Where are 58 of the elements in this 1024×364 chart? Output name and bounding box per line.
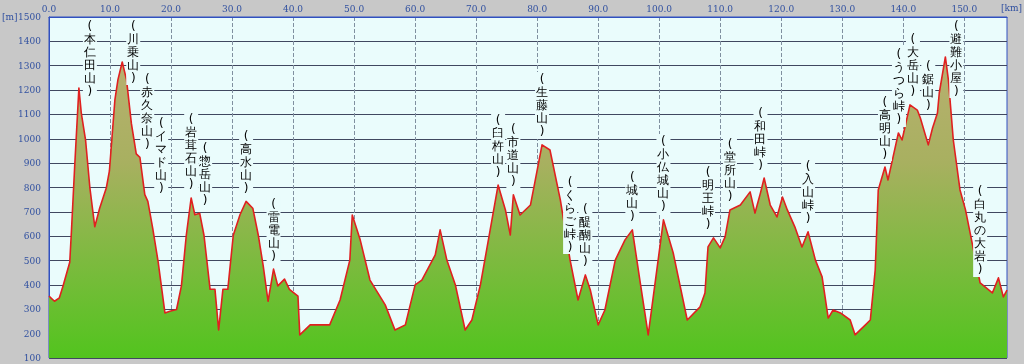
- annotation: (イマド山): [155, 115, 168, 195]
- annotation: (惣岳山): [198, 140, 212, 207]
- annotation: (入山峠): [802, 159, 815, 226]
- annotation: (赤久奈山): [141, 71, 154, 151]
- x-tick-label: 60.0: [405, 3, 426, 14]
- y-tick-label: 500: [23, 255, 42, 266]
- annotation: (くらご峠): [564, 174, 578, 254]
- x-tick-label: 10.0: [100, 3, 121, 14]
- annotation: (堂所山): [723, 137, 736, 204]
- y-tick-label: 700: [23, 206, 42, 217]
- y-tick-label: 1500: [18, 12, 42, 22]
- annotation: (明王峠): [702, 165, 715, 232]
- annotation: (岩茸石山): [185, 112, 198, 192]
- annotation: (小仏城山): [656, 134, 671, 214]
- x-tick-label: 120.0: [768, 3, 795, 14]
- y-tick-label: 600: [23, 231, 42, 242]
- x-tick-label: 100.0: [646, 3, 673, 14]
- x-tick-label: 20.0: [161, 3, 182, 14]
- annotation: (臼杵山): [491, 112, 505, 179]
- y-tick-label: 1300: [18, 60, 42, 71]
- y-tick-label: 1100: [18, 109, 42, 120]
- y-tick-label: 1200: [18, 85, 42, 96]
- x-tick-label: 140.0: [890, 3, 917, 14]
- x-tick-label: 30.0: [222, 3, 243, 14]
- annotation: (市道山): [507, 122, 520, 189]
- y-tick-label: 100: [23, 353, 42, 363]
- y-tick-label: 1000: [18, 133, 42, 144]
- y-tick-label: 800: [23, 182, 42, 193]
- x-tick-label: 70.0: [466, 3, 487, 14]
- x-axis-title: [km]: [1000, 2, 1023, 13]
- annotation: (高水山): [240, 128, 253, 195]
- annotation: (和田峠): [754, 105, 767, 172]
- x-tick-label: 50.0: [344, 3, 365, 14]
- annotation: (鋸山): [922, 58, 935, 112]
- x-tick-label: 150.0: [951, 3, 978, 14]
- x-tick-label: 110.0: [707, 3, 734, 14]
- annotation: (高明山): [878, 94, 891, 161]
- annotation: (醍醐山): [579, 202, 592, 269]
- y-tick-label: 1400: [18, 36, 42, 47]
- x-tick-label: 80.0: [527, 3, 548, 14]
- y-axis-title: [m]: [2, 11, 18, 22]
- x-tick-label: 130.0: [829, 3, 856, 14]
- y-tick-label: 300: [23, 304, 42, 315]
- annotation: (本仁田山): [82, 18, 96, 98]
- annotation: (白丸の大岩): [974, 184, 987, 277]
- annotation: (城山): [625, 170, 639, 224]
- y-tick-label: 400: [23, 279, 42, 290]
- annotation: (大岳山): [906, 32, 919, 99]
- annotation: (雷電山): [267, 196, 280, 263]
- annotation: (川乗山): [127, 18, 140, 85]
- y-tick-label: 900: [23, 158, 42, 169]
- x-tick-label: 40.0: [283, 3, 304, 14]
- annotation: (生藤山): [536, 72, 549, 139]
- annotation: (避難小屋): [950, 18, 963, 98]
- x-tick-label: 0.0: [41, 3, 57, 14]
- annotation: (うつら峠): [892, 47, 905, 127]
- y-tick-label: 200: [23, 328, 42, 339]
- x-tick-label: 90.0: [588, 3, 609, 14]
